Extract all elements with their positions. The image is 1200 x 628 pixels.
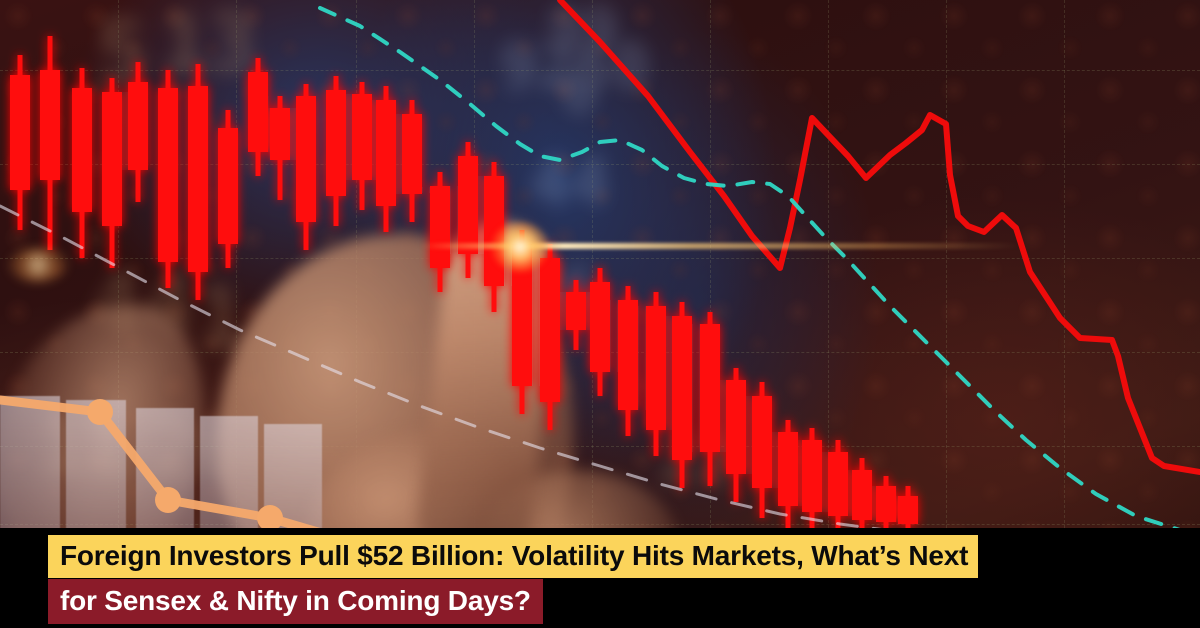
candle-body — [218, 128, 238, 244]
series-white-dashed-trend — [0, 204, 942, 538]
candle-body — [376, 100, 396, 206]
series-marker — [87, 399, 113, 425]
candle-body — [296, 96, 316, 222]
candle-body — [270, 108, 290, 160]
gridline-vertical — [1064, 0, 1065, 628]
ticker-digit: 13 — [160, 0, 257, 90]
ticker-digit: 44 — [530, 144, 610, 221]
gridline-horizontal — [0, 70, 1200, 71]
candle-body — [248, 72, 268, 152]
candle-body — [618, 300, 638, 410]
candle-body — [672, 316, 692, 460]
candle-body — [540, 258, 560, 402]
candle-body — [566, 292, 586, 330]
candle-body — [402, 114, 422, 194]
candle-body — [852, 470, 872, 520]
lens-flare-streak — [420, 243, 1020, 249]
candle-body — [898, 496, 918, 524]
series-red-index-line — [557, 0, 1200, 475]
ticker-digit: 6 — [560, 54, 598, 127]
series-orange-marker-line — [0, 395, 350, 545]
gridline-horizontal — [0, 164, 1200, 165]
lens-flare-secondary — [8, 248, 68, 282]
candle-body — [158, 88, 178, 262]
gridline-vertical — [828, 0, 829, 628]
gridline-horizontal — [0, 258, 1200, 259]
candle-body — [646, 306, 666, 430]
candle-body — [726, 380, 746, 474]
candle-body — [752, 396, 772, 488]
candle-body — [458, 156, 478, 254]
candle-body — [326, 90, 346, 196]
series-cyan-dashed-line — [318, 6, 1200, 536]
candle-body — [102, 92, 122, 226]
candle-body — [802, 440, 822, 512]
lens-flare-core — [492, 222, 548, 272]
candle-body — [10, 75, 30, 190]
candle-body — [40, 70, 60, 180]
candle-body — [700, 324, 720, 452]
gridline-vertical — [236, 0, 237, 628]
candle-body — [72, 88, 92, 212]
candle-body — [430, 186, 450, 268]
gridline-horizontal — [0, 446, 1200, 447]
candle-body — [828, 452, 848, 516]
series-marker — [155, 487, 181, 513]
candle-body — [590, 282, 610, 372]
gridline-vertical — [946, 0, 947, 628]
chart-bar — [0, 396, 60, 536]
candlestick-group — [10, 36, 918, 532]
candle-body — [512, 244, 532, 386]
candle-body — [778, 432, 798, 506]
candle-body — [188, 86, 208, 272]
candle-body — [352, 94, 372, 180]
candle-body — [876, 486, 896, 522]
headline-line-2: for Sensex & Nifty in Coming Days? — [48, 579, 543, 624]
series-marker — [257, 505, 283, 531]
candle-body — [128, 82, 148, 170]
headline-line-1: Foreign Investors Pull $52 Billion: Vola… — [48, 535, 979, 578]
